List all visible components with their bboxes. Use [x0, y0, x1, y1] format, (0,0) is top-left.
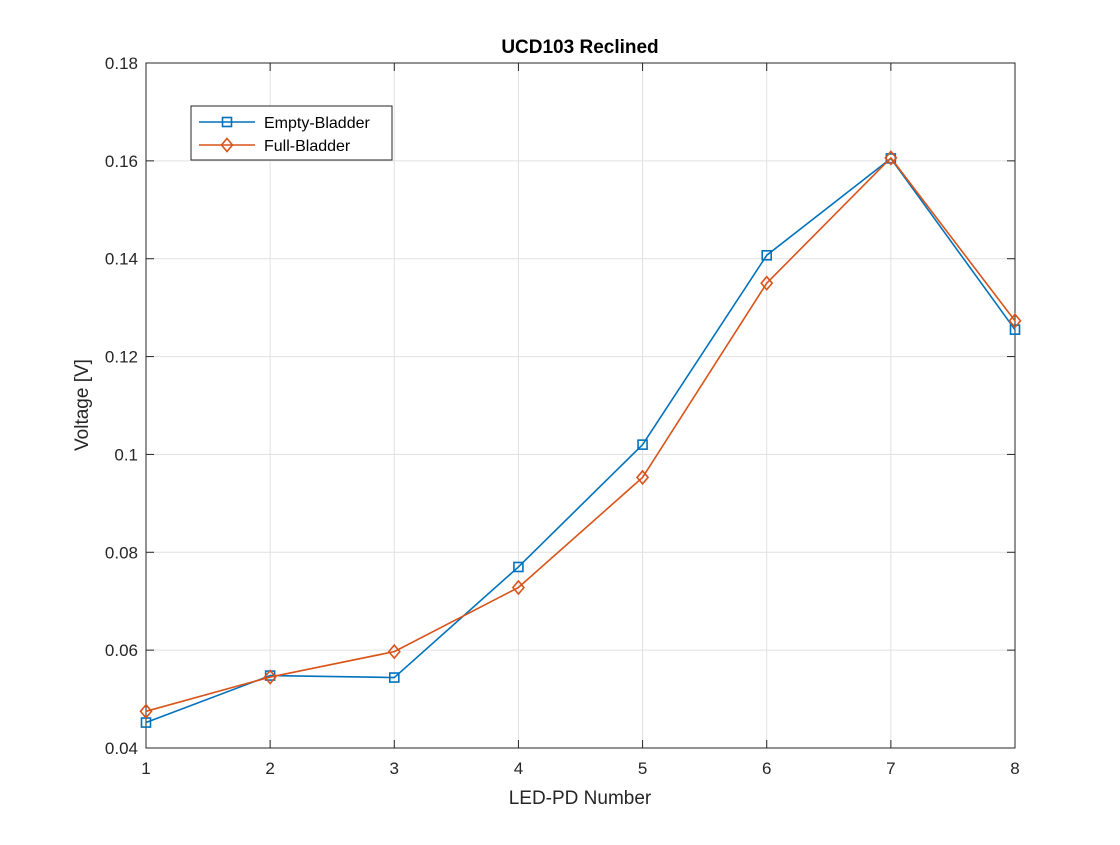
data-point-empty-bladder: [388, 672, 400, 683]
series-line-empty-bladder: [145, 157, 1016, 724]
data-point-full-bladder: [636, 469, 650, 486]
data-point-full-bladder: [139, 703, 153, 720]
x-tick-label: 2: [265, 759, 274, 778]
data-point-full-bladder: [1008, 313, 1022, 329]
y-tick-label: 0.08: [105, 543, 138, 562]
y-tick-label: 0.06: [105, 641, 138, 660]
legend-box: [190, 105, 393, 161]
y-tick-label: 0.1: [114, 445, 138, 464]
series-group: [139, 150, 1022, 728]
data-point-full-bladder: [884, 150, 898, 166]
legend-label-empty-bladder: Empty-Bladder: [264, 115, 370, 132]
x-tick-label: 8: [1010, 759, 1019, 778]
data-point-empty-bladder: [637, 439, 648, 450]
grid-lines: [145, 62, 1016, 749]
x-tick-label: 6: [762, 759, 771, 778]
x-tick-label: 3: [390, 759, 399, 778]
data-point-full-bladder: [760, 275, 774, 291]
data-point-empty-bladder: [761, 249, 773, 261]
y-tick-label: 0.16: [105, 152, 138, 171]
data-point-full-bladder: [511, 579, 525, 596]
y-axis-label: Voltage [V]: [72, 359, 93, 451]
plot-area: [146, 63, 1015, 748]
axes-box: [145, 62, 1016, 749]
y-tick-label: 0.18: [105, 54, 138, 73]
x-tick-label: 1: [141, 759, 150, 778]
data-point-empty-bladder: [513, 561, 524, 573]
legend-marker-full-bladder: [220, 137, 234, 153]
x-tick-label: 5: [638, 759, 647, 778]
series-line-full-bladder: [145, 157, 1016, 713]
data-point-full-bladder: [263, 669, 277, 685]
y-tick-label: 0.14: [105, 250, 138, 269]
x-tick-label: 7: [886, 759, 895, 778]
legend-label-full-bladder: Full-Bladder: [264, 138, 351, 155]
y-tick-label: 0.12: [105, 348, 138, 367]
y-tick-label: 0.04: [105, 739, 138, 758]
data-point-empty-bladder: [1009, 324, 1021, 335]
x-axis-label: LED-PD Number: [509, 788, 652, 809]
legend-marker-empty-bladder: [221, 116, 233, 128]
x-tick-label: 4: [514, 759, 523, 778]
data-point-full-bladder: [387, 643, 401, 660]
legend: Empty-Bladder Full-Bladder: [190, 105, 393, 161]
chart-title: UCD103 Reclined: [501, 37, 658, 58]
axis-ticks: 1 2 3 4 5 6 7 8 0.04 0.06 0.08 0.1 0.12 0.14 0.16 0.18: [105, 54, 1020, 778]
